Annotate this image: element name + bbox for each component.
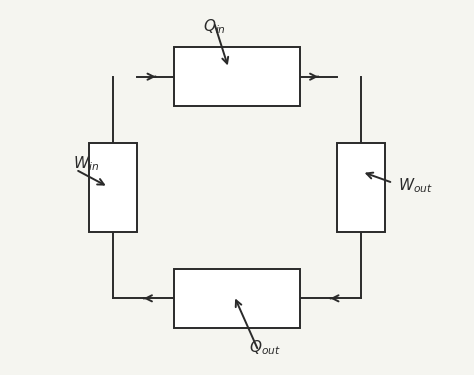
Bar xyxy=(174,47,300,106)
Text: $Q_{\mathit{in}}$: $Q_{\mathit{in}}$ xyxy=(203,18,226,36)
Bar xyxy=(337,143,385,232)
Bar xyxy=(174,269,300,328)
Text: $W_{\mathit{out}}$: $W_{\mathit{out}}$ xyxy=(398,176,433,195)
Text: $W_{\mathit{in}}$: $W_{\mathit{in}}$ xyxy=(73,154,99,173)
Text: $Q_{\mathit{out}}$: $Q_{\mathit{out}}$ xyxy=(249,339,281,357)
Bar xyxy=(89,143,137,232)
